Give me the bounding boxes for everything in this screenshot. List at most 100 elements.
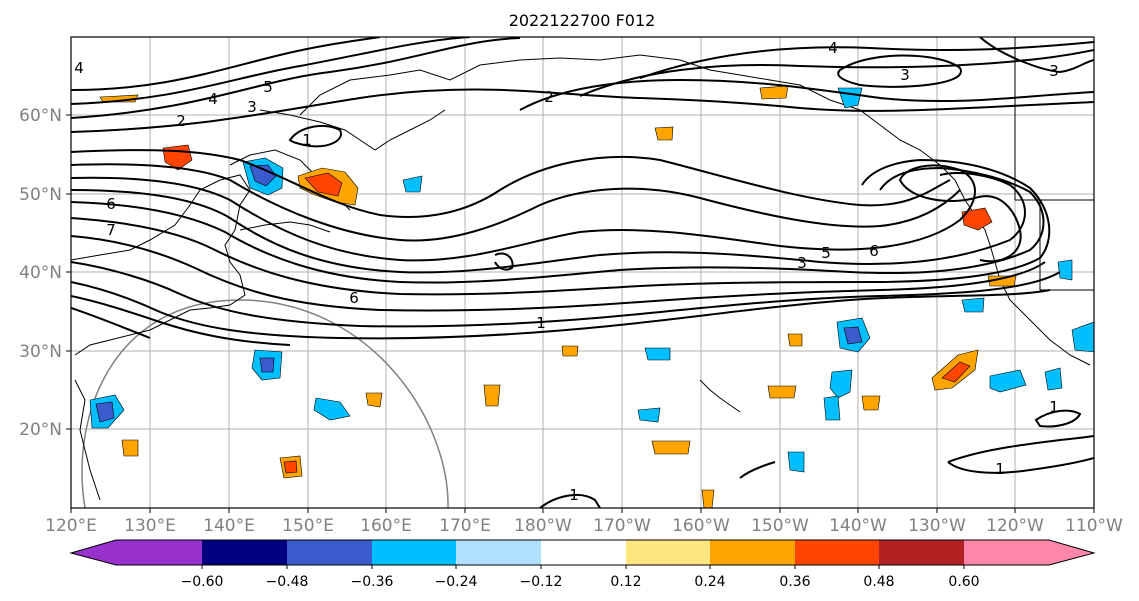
- pos-anomaly-patch: [654, 126, 674, 141]
- x-tick-label: 170°W: [593, 516, 651, 536]
- pos-anomaly-patch: [701, 489, 715, 508]
- contour-label: 2: [544, 88, 554, 106]
- contour-labels: 4 5 4 3 2 1 2 4 3 3 6 7 6 5 3 6 1 1 1 1: [74, 39, 1059, 504]
- y-tick-label: 20°N: [19, 420, 62, 440]
- colorbar-bin: [879, 540, 964, 565]
- colorbar-tick-label: −0.36: [351, 574, 394, 590]
- colorbar-bin: [456, 540, 541, 565]
- neg-anomaly-patch: [313, 397, 351, 421]
- contour-label: 1: [995, 460, 1005, 478]
- x-tick-label: 140°W: [829, 516, 887, 536]
- colorbar-bin: [964, 540, 1049, 565]
- colorbar-outline: [69, 539, 1096, 566]
- contour-label: 4: [828, 39, 838, 57]
- x-tick-label: 120°E: [45, 516, 97, 536]
- colorbar-extend-high: [1049, 540, 1094, 565]
- neg-anomaly-patch: [249, 164, 277, 187]
- contour-label: 4: [208, 90, 218, 108]
- colorbar-bin: [287, 540, 372, 565]
- x-tick-label: 130°E: [124, 516, 176, 536]
- contour-label: 6: [869, 242, 879, 260]
- height-contours: [71, 37, 1094, 508]
- colorbar-tick-labels: −0.60 −0.48 −0.36 −0.24 −0.12 0.12 0.24 …: [181, 574, 980, 590]
- contour-label: 1: [569, 486, 579, 504]
- neg-anomaly-patch: [1057, 259, 1073, 281]
- contour-label: 1: [1049, 398, 1059, 416]
- contour-label: 7: [106, 221, 116, 239]
- colorbar-tick-label: 0.24: [694, 574, 725, 590]
- tick-marks: [66, 114, 1095, 513]
- colorbar-bin: [541, 540, 626, 565]
- pos-anomaly-patch: [121, 439, 139, 457]
- pos-anomaly-patch: [941, 361, 971, 383]
- pos-anomaly-patch: [961, 207, 993, 231]
- colorbar-tick-label: −0.12: [520, 574, 563, 590]
- contour-label: 1: [302, 131, 312, 149]
- pos-anomaly-patch: [283, 460, 298, 474]
- x-tick-label: 170°E: [439, 516, 491, 536]
- y-tick-label: 40°N: [19, 263, 62, 283]
- colorbar-tick-label: 0.12: [610, 574, 641, 590]
- contour-label: 1: [536, 314, 546, 332]
- neg-anomaly-patch: [259, 357, 275, 373]
- pos-anomaly-patch: [787, 333, 803, 347]
- contour-label: 2: [176, 112, 186, 130]
- colorbar: −0.60 −0.48 −0.36 −0.24 −0.12 0.12 0.24 …: [69, 539, 1096, 590]
- contour-label: 3: [900, 66, 910, 84]
- neg-anomaly-patch: [1071, 321, 1094, 353]
- range-ring: [81, 299, 449, 508]
- x-tick-label: 160°E: [360, 516, 412, 536]
- pos-anomaly-patch: [767, 385, 797, 399]
- neg-anomaly-patch: [961, 297, 985, 313]
- contour-label: 3: [1049, 62, 1059, 80]
- anomaly-shading: [89, 85, 1094, 508]
- contour-label: 5: [821, 244, 831, 262]
- contour-label: 4: [74, 59, 84, 77]
- x-tick-label: 130°W: [908, 516, 966, 536]
- x-tick-label: 140°E: [203, 516, 255, 536]
- pos-anomaly-patch: [483, 384, 501, 407]
- colorbar-extend-low: [71, 540, 116, 565]
- colorbar-bin: [795, 540, 879, 565]
- contour-label: 3: [247, 98, 257, 116]
- pos-anomaly-patch: [861, 395, 881, 411]
- colorbar-tick-label: 0.48: [863, 574, 894, 590]
- y-tick-label: 60°N: [19, 106, 62, 126]
- x-tick-label: 120°W: [986, 516, 1044, 536]
- colorbar-bin: [710, 540, 795, 565]
- y-tick-labels: 60°N 50°N 40°N 30°N 20°N: [19, 106, 62, 440]
- pos-anomaly-patch: [561, 345, 579, 357]
- neg-anomaly-patch: [829, 369, 853, 399]
- colorbar-tick-label: −0.60: [181, 574, 224, 590]
- colorbar-tick-label: −0.24: [435, 574, 478, 590]
- contour-label: 3: [797, 254, 807, 272]
- neg-anomaly-patch: [843, 326, 863, 345]
- x-tick-label: 180°W: [514, 516, 572, 536]
- y-tick-label: 30°N: [19, 342, 62, 362]
- colorbar-swatches: [71, 540, 1094, 565]
- neg-anomaly-patch: [644, 347, 671, 361]
- pos-anomaly-patch: [304, 172, 343, 197]
- colorbar-bin: [372, 540, 456, 565]
- map-panel: 4 5 4 3 2 1 2 4 3 3 6 7 6 5 3 6 1 1 1 1: [70, 36, 1095, 509]
- x-tick-label: 150°W: [751, 516, 809, 536]
- neg-anomaly-patch: [1044, 367, 1063, 391]
- colorbar-bin: [626, 540, 710, 565]
- y-tick-label: 50°N: [19, 185, 62, 205]
- contour-label: 6: [349, 289, 359, 307]
- contour-label: 5: [263, 78, 273, 96]
- figure-title: 2022122700 F012: [509, 11, 656, 30]
- x-tick-label: 160°W: [672, 516, 730, 536]
- neg-anomaly-patch: [787, 451, 805, 473]
- colorbar-bin: [116, 540, 202, 565]
- colorbar-tick-label: 0.36: [779, 574, 810, 590]
- neg-anomaly-patch: [637, 407, 661, 423]
- x-tick-label: 110°W: [1065, 516, 1123, 536]
- colorbar-tick-label: −0.48: [266, 574, 309, 590]
- contour-label: 6: [106, 195, 116, 213]
- neg-anomaly-patch: [823, 395, 841, 421]
- pos-anomaly-patch: [759, 85, 789, 100]
- pos-anomaly-patch: [365, 392, 383, 408]
- neg-anomaly-patch: [989, 369, 1027, 393]
